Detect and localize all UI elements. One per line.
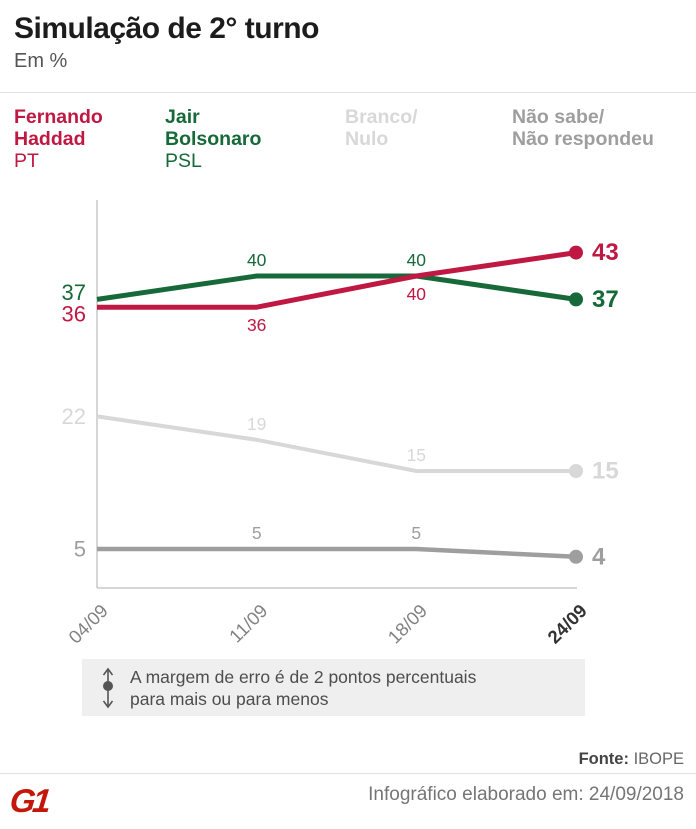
value-label-nao-sabe-end: 4 — [592, 543, 606, 570]
footer-divider — [0, 773, 696, 774]
legend-party: PSL — [165, 150, 202, 172]
legend-name-line: Bolsonaro — [165, 128, 262, 150]
data-point-dot-branco-nulo — [569, 464, 583, 478]
legend-item-nao-sabe: Não sabe/ Não respondeu — [512, 106, 654, 150]
value-label-haddad-start: 36 — [62, 302, 86, 327]
legend-item-bolsonaro: Jair Bolsonaro PSL — [165, 106, 261, 172]
x-tick-label-1: 11/09 — [225, 600, 272, 647]
value-label-nao-sabe-2: 5 — [411, 523, 421, 543]
data-point-dot-haddad — [569, 245, 583, 260]
source-line: Fonte: IBOPE — [579, 750, 684, 769]
credit-text: Infográfico elaborado em: 24/09/2018 — [368, 784, 684, 805]
note-text: A margem de erro é de 2 pontos percentua… — [130, 666, 476, 710]
series-line-haddad — [97, 250, 577, 310]
note-text-line: para mais ou para menos — [130, 688, 329, 709]
series-line-bolsonaro — [96, 273, 577, 302]
value-label-bolsonaro-2: 40 — [407, 250, 427, 270]
line-chart: 36 36 40 43 37 40 40 37 22 19 15 15 5 5 5 4 04/09 11/09 18… — [62, 200, 619, 648]
value-label-bolsonaro-1: 40 — [247, 250, 267, 270]
value-label-nao-sabe-start: 5 — [74, 537, 86, 562]
value-label-branco-nulo-start: 22 — [62, 404, 86, 429]
value-label-branco-nulo-end: 15 — [592, 458, 619, 485]
legend-name-line: Haddad — [14, 128, 86, 150]
error-margin-icon — [102, 667, 114, 708]
g1-logo: G1 — [8, 782, 51, 819]
value-label-branco-nulo-2: 15 — [407, 445, 426, 465]
legend-name-line: Não respondeu — [512, 128, 654, 150]
value-label-haddad-1: 36 — [247, 315, 266, 335]
x-tick-label-0: 04/09 — [64, 600, 112, 648]
legend-name-line: Nulo — [345, 128, 389, 150]
header-divider — [0, 92, 696, 93]
legend-name-line: Fernando — [14, 106, 103, 128]
source-label: Fonte: — [578, 750, 629, 768]
series-line-branco-nulo — [96, 414, 576, 473]
series-line-nao-sabe — [97, 546, 577, 560]
data-point-dot-nao-sabe — [569, 549, 583, 564]
page-title: Simulação de 2° turno — [14, 12, 319, 45]
legend-item-haddad: Fernando Haddad PT — [14, 106, 103, 172]
value-label-bolsonaro-end: 37 — [592, 286, 619, 313]
error-margin-note: A margem de erro é de 2 pontos percentua… — [82, 659, 585, 716]
x-tick-label-2: 18/09 — [384, 600, 432, 648]
value-label-haddad-end: 43 — [592, 239, 619, 266]
page-subtitle: Em % — [14, 50, 68, 72]
value-label-haddad-2: 40 — [407, 284, 427, 304]
value-label-branco-nulo-1: 19 — [247, 414, 266, 434]
value-label-nao-sabe-1: 5 — [252, 523, 262, 543]
source-value: IBOPE — [633, 750, 684, 768]
x-tick-label-3: 24/09 — [543, 600, 591, 648]
legend-name-line: Branco/ — [345, 106, 418, 128]
legend-name-line: Jair — [165, 106, 200, 128]
legend-name-line: Não sabe/ — [512, 106, 605, 128]
note-text-line: A margem de erro é de 2 pontos percentua… — [130, 666, 477, 687]
legend-item-branco-nulo: Branco/ Nulo — [345, 106, 418, 150]
data-point-dot-bolsonaro — [569, 292, 583, 307]
legend-party: PT — [14, 150, 39, 172]
value-label-bolsonaro-start: 37 — [62, 280, 86, 305]
